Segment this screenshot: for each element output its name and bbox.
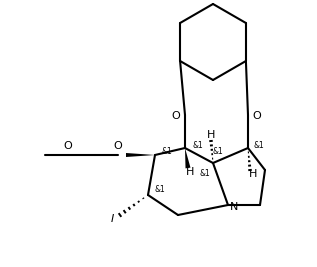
Text: &1: &1	[213, 147, 223, 155]
Text: &1: &1	[200, 168, 210, 178]
Text: &1: &1	[155, 186, 165, 194]
Text: &1: &1	[193, 142, 204, 151]
Polygon shape	[185, 148, 191, 168]
Text: H: H	[249, 169, 257, 179]
Text: O: O	[253, 111, 262, 121]
Text: O: O	[113, 141, 122, 151]
Text: &1: &1	[162, 147, 172, 156]
Text: H: H	[207, 130, 215, 140]
Text: O: O	[171, 111, 180, 121]
Text: H: H	[186, 167, 194, 177]
Text: I: I	[110, 214, 113, 224]
Text: N: N	[230, 202, 238, 212]
Polygon shape	[126, 153, 155, 157]
Text: &1: &1	[254, 142, 264, 151]
Text: O: O	[64, 141, 72, 151]
